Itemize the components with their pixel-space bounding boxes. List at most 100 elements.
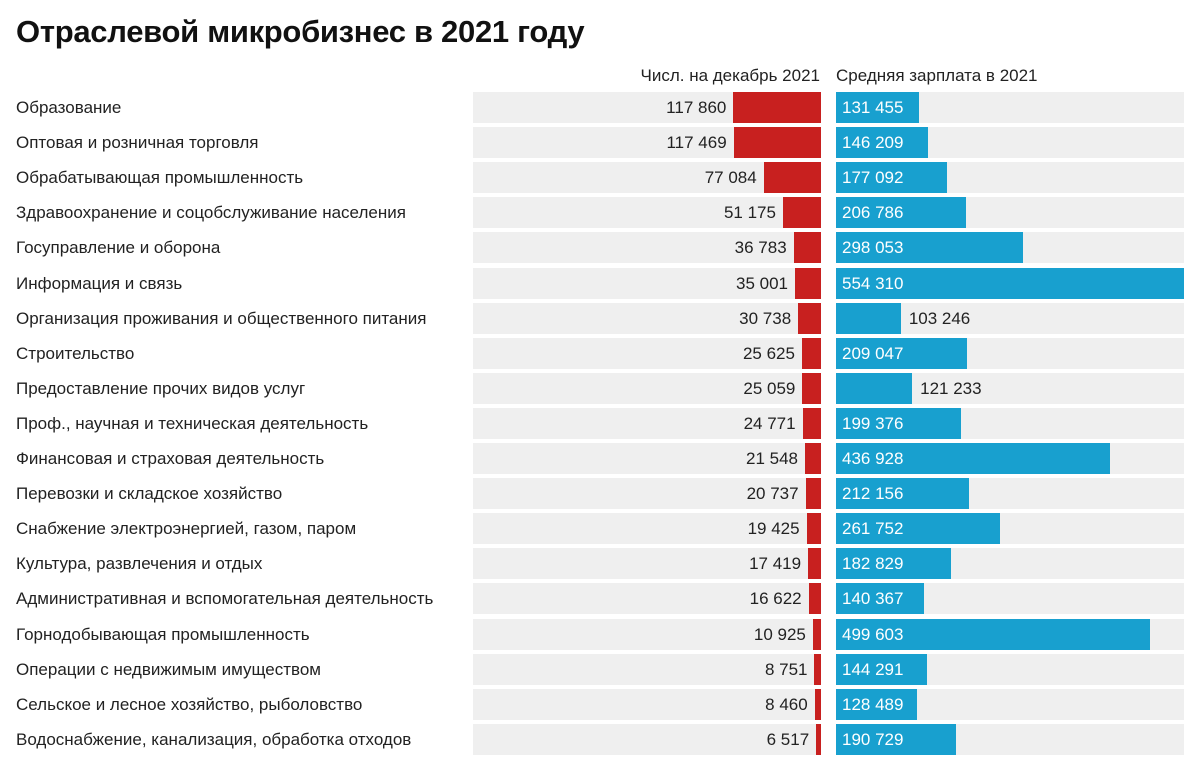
count-bar (804, 443, 821, 474)
chart-row: Административная и вспомогательная деяте… (0, 583, 1200, 615)
chart-row: Финансовая и страховая деятельность 21 54… (0, 443, 1200, 474)
chart-row: Горнодобывающая промышленность 10 925 499 … (0, 618, 1200, 650)
category-label: Культура, развлечения и отдых (16, 554, 263, 574)
salary-bar (836, 92, 919, 123)
count-value-label: 51 175 (723, 203, 776, 223)
count-bar-track (473, 197, 821, 229)
count-bar-track (473, 618, 821, 650)
category-label: Горнодобывающая промышленность (16, 624, 310, 644)
count-bar (733, 92, 821, 123)
salary-value-label: 206 786 (842, 203, 904, 223)
count-bar (763, 162, 821, 194)
salary-bar (836, 162, 948, 194)
count-bar (798, 302, 821, 334)
count-bar (808, 583, 821, 615)
chart-row: Проф., научная и техническая деятельност… (0, 407, 1200, 439)
chart-row: Культура, развлечения и отдых 17 419 182 8… (0, 548, 1200, 580)
salary-bar (836, 127, 928, 159)
count-value-label: 35 001 (735, 273, 788, 293)
count-bar-track (473, 267, 821, 299)
count-bar-track (473, 548, 821, 580)
salary-bar (836, 232, 1024, 264)
salary-value-label: 128 489 (842, 694, 904, 714)
salary-bar (836, 723, 956, 755)
count-value-label: 117 469 (666, 133, 727, 153)
category-label: Строительство (16, 343, 135, 363)
salary-bar (836, 267, 1184, 299)
chart-row: Госуправление и оборона 36 783 298 053 (0, 232, 1200, 264)
count-bar (808, 548, 821, 580)
category-label: Снабжение электроэнергией, газом, паром (16, 519, 357, 539)
chart-row: Информация и связь 35 001 554 310 (0, 267, 1200, 299)
chart-row: Строительство 25 625 209 047 (0, 337, 1200, 369)
category-label: Обрабатывающая промышленность (16, 168, 304, 188)
salary-bar (836, 618, 1150, 650)
count-bar-track (473, 723, 821, 755)
count-bar (816, 723, 821, 755)
count-bar-track (473, 688, 821, 720)
salary-bar (836, 407, 962, 439)
salary-value-label: 499 603 (842, 624, 904, 644)
chart-row: Водоснабжение, канализация, обработка от… (0, 723, 1200, 755)
salary-value-label: 436 928 (842, 449, 904, 468)
count-value-label: 17 419 (749, 554, 802, 574)
salary-value-label: 121 233 (920, 378, 982, 398)
count-bar-track (473, 302, 821, 334)
chart-row: Обрабатывающая промышленность 77 084 177 0… (0, 162, 1200, 194)
salary-value-label: 298 053 (842, 238, 904, 258)
category-label: Образование (16, 98, 122, 117)
salary-column-header: Средняя зарплата в 2021 (836, 66, 1038, 85)
count-bar (793, 232, 821, 264)
count-value-label: 30 738 (739, 308, 792, 328)
chart-row: Сельское и лесное хозяйство, рыболовство… (0, 688, 1200, 720)
salary-value-label: 199 376 (842, 413, 904, 433)
category-label: Госуправление и оборона (16, 238, 221, 258)
salary-value-label: 212 156 (842, 484, 904, 504)
category-label: Водоснабжение, канализация, обработка от… (16, 729, 412, 749)
count-bar (812, 618, 821, 650)
chart-row: Операции с недвижимым имуществом 8 751 144… (0, 653, 1200, 685)
salary-bar (836, 337, 968, 369)
count-value-label: 20 737 (746, 484, 799, 504)
count-value-label: 117 860 (666, 98, 727, 117)
chart-row: Предоставление прочих видов услуг 25 059 1… (0, 372, 1200, 404)
count-bar-track (473, 443, 821, 474)
category-label: Оптовая и розничная торговля (16, 133, 259, 153)
salary-value-label: 261 752 (842, 519, 904, 539)
chart-row: Здравоохранение и соцобслуживание населе… (0, 197, 1200, 229)
category-label: Административная и вспомогательная деяте… (16, 589, 434, 609)
category-label: Сельское и лесное хозяйство, рыболовство (16, 694, 363, 714)
salary-bar (836, 302, 901, 334)
category-label: Здравоохранение и соцобслуживание населе… (16, 203, 406, 223)
salary-bar (836, 653, 927, 685)
count-bar-track (473, 337, 821, 369)
salary-bar (836, 197, 966, 229)
count-value-label: 24 771 (743, 413, 796, 433)
salary-value-label: 140 367 (842, 589, 904, 609)
count-value-label: 19 425 (747, 519, 800, 539)
count-bar-track (473, 162, 821, 194)
count-bar (806, 513, 821, 545)
count-bar-track (473, 407, 821, 439)
salary-value-label: 190 729 (842, 729, 904, 749)
salary-bar (836, 583, 925, 615)
category-label: Проф., научная и техническая деятельност… (16, 413, 369, 433)
salary-value-label: 103 246 (908, 308, 971, 328)
count-bar (794, 267, 821, 299)
count-value-label: 25 625 (742, 343, 795, 363)
salary-value-label: 144 291 (842, 659, 904, 679)
salary-value-label: 131 455 (842, 98, 904, 117)
count-bar-track (473, 478, 821, 510)
count-value-label: 10 925 (753, 624, 806, 644)
category-label: Предоставление прочих видов услуг (16, 378, 306, 398)
category-label: Информация и связь (16, 273, 183, 293)
category-label: Перевозки и складское хозяйство (16, 484, 283, 504)
count-value-label: 36 783 (734, 238, 787, 258)
count-bar-track (473, 653, 821, 685)
chart-row: Организация проживания и общественного п… (0, 302, 1200, 334)
count-bar (802, 407, 821, 439)
chart-row: Оптовая и розничная торговля 117 469 146 2… (0, 127, 1200, 159)
chart-row: Снабжение электроэнергией, газом, паром 1… (0, 513, 1200, 545)
count-bar (805, 478, 821, 510)
count-bar (814, 688, 821, 720)
